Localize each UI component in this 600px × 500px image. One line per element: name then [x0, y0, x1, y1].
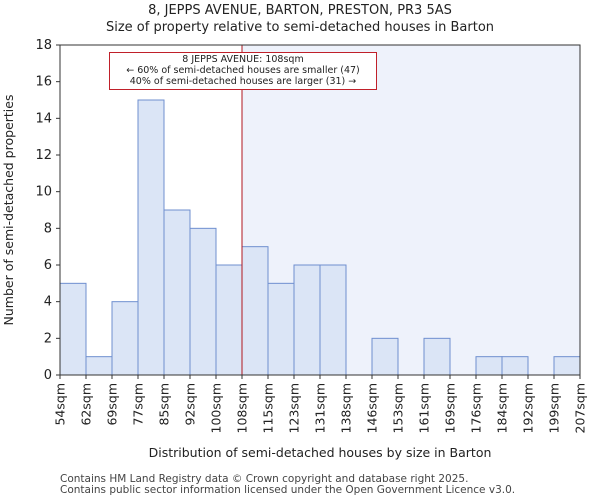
y-tick-label: 4: [44, 295, 52, 310]
x-tick-label: 153sqm: [391, 383, 406, 433]
y-tick-label: 0: [44, 368, 52, 383]
x-tick-label: 77sqm: [131, 383, 146, 426]
x-tick-label: 138sqm: [339, 383, 354, 433]
bar-77sqm: [137, 99, 165, 376]
footer-line-2: Contains public sector information licen…: [60, 484, 516, 496]
x-tick-label: 169sqm: [443, 383, 458, 433]
bar-176sqm: [475, 356, 503, 376]
annotation-line-3: 40% of semi-detached houses are larger (…: [129, 76, 357, 87]
bar-69sqm: [111, 301, 139, 376]
chart-title: 8, JEPPS AVENUE, BARTON, PRESTON, PR3 5A…: [148, 3, 452, 18]
y-tick-label: 14: [35, 111, 52, 126]
y-tick-label: 12: [35, 148, 52, 163]
bar-62sqm: [85, 356, 113, 376]
bar-184sqm: [501, 356, 529, 376]
x-axis-label: Distribution of semi-detached houses by …: [149, 445, 492, 460]
y-tick-label: 6: [44, 258, 52, 273]
bar-100sqm: [215, 264, 243, 376]
y-tick-label: 18: [35, 38, 52, 53]
x-tick-label: 115sqm: [261, 383, 276, 433]
y-tick-label: 8: [44, 221, 52, 236]
annotation-line-1: 8 JEPPS AVENUE: 108sqm: [182, 54, 304, 65]
chart-subtitle: Size of property relative to semi-detach…: [105, 20, 495, 35]
bar-92sqm: [189, 227, 217, 376]
y-axis-label: Number of semi-detached properties: [1, 95, 16, 326]
footer-line-1: Contains HM Land Registry data © Crown c…: [60, 473, 469, 485]
bar-146sqm: [371, 337, 399, 376]
x-tick-label: 85sqm: [157, 383, 172, 426]
y-tick-label: 2: [44, 331, 52, 346]
x-tick-label: 69sqm: [105, 383, 120, 426]
x-tick-label: 161sqm: [417, 383, 432, 433]
x-tick-label: 176sqm: [469, 383, 484, 433]
bar-123sqm: [293, 264, 321, 376]
x-tick-label: 199sqm: [547, 383, 562, 433]
x-tick-label: 62sqm: [79, 383, 94, 426]
x-tick-label: 92sqm: [183, 383, 198, 426]
x-tick-label: 100sqm: [209, 383, 224, 433]
annotation-line-2: ← 60% of semi-detached houses are smalle…: [126, 65, 360, 76]
y-tick-label: 10: [35, 185, 52, 200]
x-tick-label: 184sqm: [495, 383, 510, 433]
x-tick-label: 108sqm: [235, 383, 250, 433]
x-tick-label: 192sqm: [521, 383, 536, 433]
y-tick-label: 16: [35, 75, 52, 90]
bar-85sqm: [163, 209, 191, 376]
bar-131sqm: [319, 264, 347, 376]
bar-199sqm: [553, 356, 581, 376]
x-tick-label: 131sqm: [313, 383, 328, 433]
x-tick-label: 207sqm: [573, 383, 588, 433]
bar-161sqm: [423, 337, 451, 376]
annotation-box: 8 JEPPS AVENUE: 108sqm ← 60% of semi-det…: [109, 52, 377, 90]
x-tick-label: 146sqm: [365, 383, 380, 433]
x-tick-label: 123sqm: [287, 383, 302, 433]
x-tick-label: 54sqm: [53, 383, 68, 426]
bar-115sqm: [267, 282, 295, 376]
bar-54sqm: [59, 282, 87, 376]
bar-108sqm: [241, 246, 269, 376]
